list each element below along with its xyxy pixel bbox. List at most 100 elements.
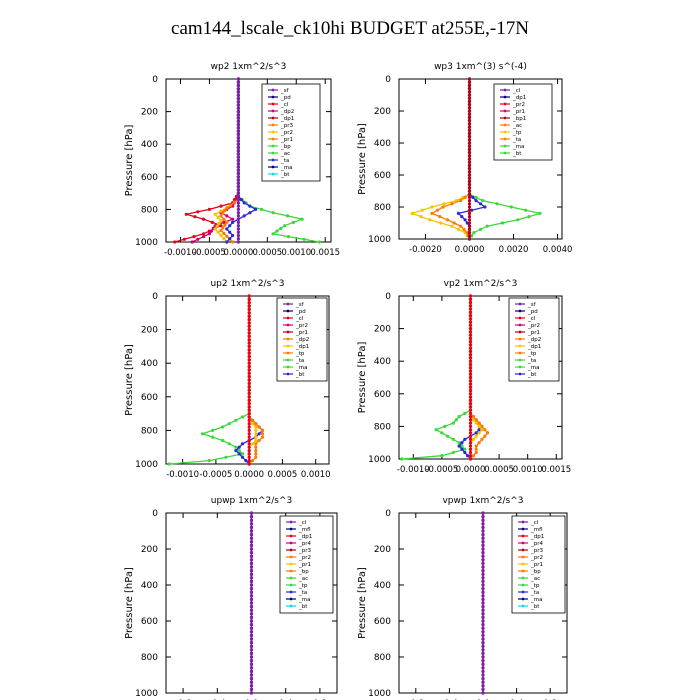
x-tick-label: 0.0010	[281, 248, 311, 258]
data-point	[481, 547, 485, 551]
legend: _sf_pd_cl_pr2_pr1_dp2_dp1_tp_ta_ma_bt	[276, 297, 328, 382]
data-point	[468, 411, 473, 415]
data-point	[477, 421, 481, 425]
data-point	[481, 619, 485, 623]
legend-entry: _dp1	[280, 116, 294, 122]
legend-marker	[286, 309, 290, 313]
subplot-title: vpwp 1xm^2/s^3	[442, 496, 523, 506]
legend-marker	[271, 123, 275, 127]
series-cl	[173, 77, 240, 244]
data-point	[192, 235, 196, 239]
data-point	[478, 227, 483, 231]
data-point	[234, 418, 238, 422]
legend-marker	[518, 323, 522, 327]
data-point	[236, 97, 240, 101]
legend-marker	[271, 116, 275, 120]
legend-marker	[503, 130, 507, 134]
data-point	[279, 226, 283, 230]
data-point	[236, 149, 240, 153]
legend-entry: _ac	[298, 576, 308, 582]
data-point	[236, 152, 240, 156]
legend-entry: _pr1	[295, 330, 308, 336]
data-point	[249, 569, 254, 573]
data-point	[467, 183, 472, 187]
data-point	[236, 240, 240, 244]
data-point	[457, 415, 461, 419]
legend-marker	[518, 330, 522, 334]
data-point	[460, 441, 464, 445]
data-point	[467, 163, 472, 167]
data-point	[207, 232, 211, 236]
data-point	[443, 424, 447, 428]
data-point	[451, 437, 455, 441]
data-point	[247, 307, 251, 311]
data-point	[236, 181, 240, 185]
legend-marker	[289, 569, 293, 573]
y-tick-label: 600	[374, 390, 391, 400]
data-point	[236, 175, 240, 179]
data-point	[483, 205, 487, 209]
data-point	[247, 338, 251, 342]
data-point	[217, 221, 221, 226]
data-point	[468, 343, 473, 347]
y-tick-label: 1000	[135, 689, 158, 699]
data-point	[481, 518, 485, 522]
data-point	[201, 432, 205, 436]
series-sf	[236, 77, 240, 244]
legend-entry: _ta	[298, 590, 307, 596]
series-cl	[247, 294, 251, 466]
data-point	[468, 362, 473, 367]
data-point	[250, 418, 255, 422]
x-tick-label: -0.0005	[193, 248, 226, 258]
legend-marker	[503, 123, 507, 127]
data-point	[247, 294, 251, 298]
legend-marker	[521, 569, 525, 573]
data-point	[207, 459, 211, 463]
data-point	[236, 132, 240, 136]
data-point	[240, 452, 245, 456]
data-point	[247, 365, 251, 369]
legend-entry: _pr1	[530, 562, 543, 568]
data-point	[249, 691, 254, 695]
data-point	[275, 229, 279, 233]
data-point	[470, 234, 474, 238]
data-point	[184, 212, 188, 216]
data-point	[481, 615, 485, 620]
legend-marker	[289, 576, 293, 580]
legend: _cl_mfl_dp1_pr4_pr3_pr2_pr1_bp_ac_tp_ta_…	[279, 515, 334, 614]
data-point	[467, 103, 472, 107]
y-tick-label: 1000	[368, 235, 391, 245]
data-point	[434, 428, 438, 432]
data-point	[247, 358, 251, 362]
data-point	[271, 211, 275, 215]
data-point	[467, 122, 472, 126]
data-point	[254, 422, 258, 426]
y-tick-label: 800	[141, 205, 158, 215]
data-point	[247, 321, 251, 325]
subplot-title: upwp 1xm^2/s^3	[211, 496, 292, 506]
data-point	[240, 455, 245, 459]
data-point	[460, 215, 464, 219]
legend-marker	[271, 165, 275, 169]
y-tick-label: 800	[141, 653, 158, 663]
series-line	[430, 79, 471, 240]
subplot-title: vp2 1xm^2/s^3	[444, 279, 518, 289]
data-point	[463, 411, 467, 415]
data-point	[474, 444, 478, 448]
data-point	[260, 435, 265, 439]
legend-marker	[503, 88, 507, 92]
data-point	[480, 437, 484, 441]
data-point	[466, 454, 470, 458]
data-point	[229, 203, 233, 207]
data-point	[249, 558, 254, 562]
legend-entry: _pr4	[530, 541, 544, 547]
data-point	[481, 673, 485, 677]
data-point	[173, 240, 177, 244]
data-point	[209, 229, 213, 233]
data-point	[237, 452, 241, 456]
series-line	[401, 296, 472, 460]
data-point	[202, 235, 206, 239]
data-point	[254, 442, 258, 446]
data-point	[481, 572, 485, 576]
data-point	[291, 220, 295, 224]
